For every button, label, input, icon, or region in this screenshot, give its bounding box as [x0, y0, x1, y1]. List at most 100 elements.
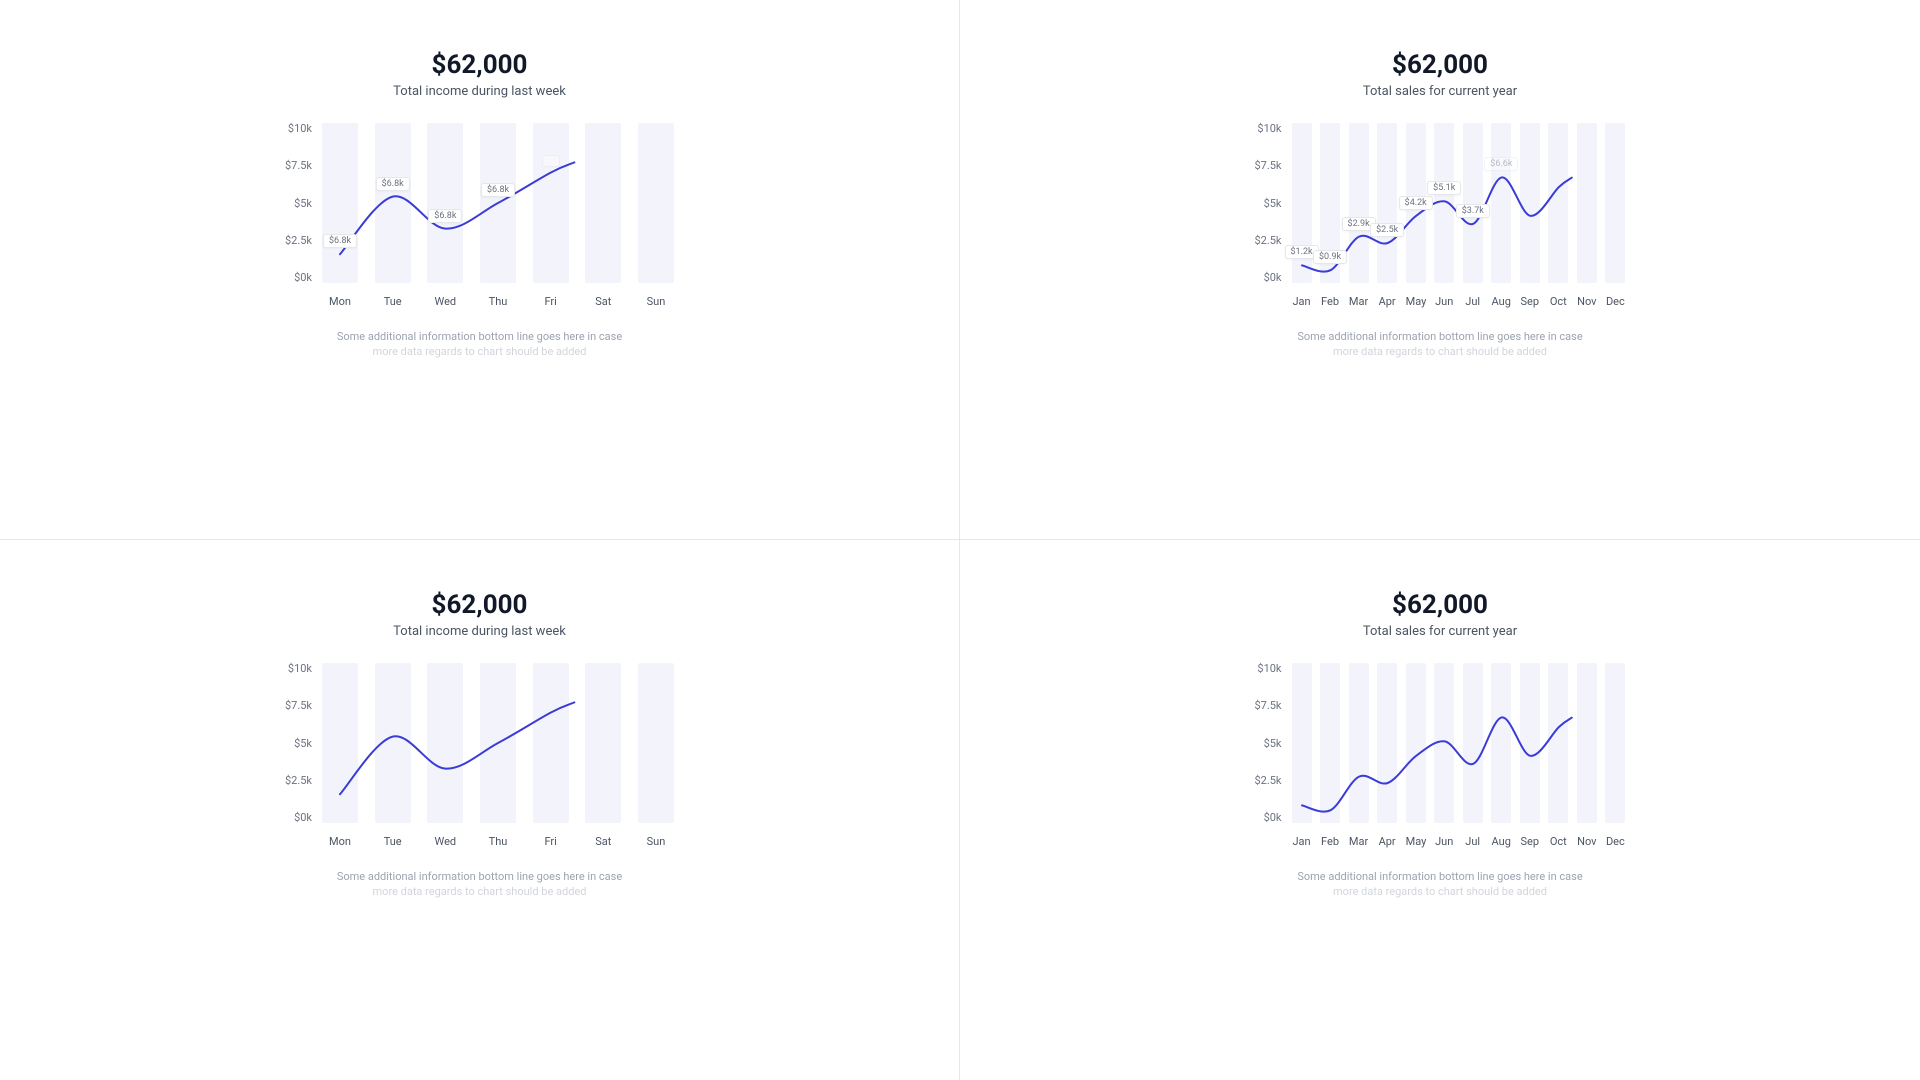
y-tick: $7.5k	[285, 700, 312, 711]
x-tick: Nov	[1577, 295, 1597, 308]
point-label: $6.8k	[323, 234, 357, 248]
x-tick: Mar	[1349, 835, 1369, 848]
x-tick: Jul	[1463, 835, 1483, 848]
x-tick: Jan	[1292, 295, 1312, 308]
x-tick: Feb	[1320, 835, 1340, 848]
y-tick: $0k	[294, 812, 312, 823]
point-labels	[322, 663, 674, 823]
x-tick: Apr	[1377, 295, 1397, 308]
caption: Some additional information bottom line …	[337, 870, 622, 898]
point-label: $4.2k	[1399, 196, 1433, 210]
y-tick: $5k	[1264, 738, 1282, 749]
caption-line-2: more data regards to chart should be add…	[337, 345, 622, 358]
y-tick: $10k	[288, 663, 312, 674]
point-label: $2.5k	[1370, 223, 1404, 237]
panel-subtitle: Total income during last week	[393, 624, 566, 639]
panel-title: $62,000	[1392, 590, 1488, 620]
y-tick: $2.5k	[285, 775, 312, 786]
point-label: $6.8k	[481, 183, 515, 197]
panel-title: $62,000	[432, 50, 528, 80]
x-tick: Jun	[1434, 295, 1454, 308]
caption-line-1: Some additional information bottom line …	[1297, 870, 1582, 883]
x-tick: Feb	[1320, 295, 1340, 308]
chart-wrap: $10k$7.5k$5k$2.5k$0k$1.2k$0.9k$2.9k$2.5k…	[1020, 123, 1860, 308]
x-tick: Oct	[1548, 295, 1568, 308]
caption-line-2: more data regards to chart should be add…	[1297, 885, 1582, 898]
x-tick: Jul	[1463, 295, 1483, 308]
plot-area: $6.8k$6.8k$6.8k$6.8k	[322, 123, 674, 283]
chart-wrap: $10k$7.5k$5k$2.5k$0kJanFebMarAprMayJunJu…	[1020, 663, 1860, 848]
y-tick: $10k	[288, 123, 312, 134]
x-axis: JanFebMarAprMayJunJulAugSepOctNovDec	[1292, 295, 1626, 308]
x-axis: MonTueWedThuFriSatSun	[322, 295, 674, 308]
x-tick: Sep	[1520, 295, 1540, 308]
panel-2: $62,000 Total income during last week $10k…	[0, 540, 960, 1080]
x-tick: Nov	[1577, 835, 1597, 848]
caption: Some additional information bottom line …	[1297, 870, 1582, 898]
x-tick: Dec	[1605, 295, 1625, 308]
panel-3: $62,000Total sales for current year$10k$…	[960, 540, 1920, 1080]
x-tick: Fri	[533, 835, 569, 848]
y-tick: $7.5k	[1254, 700, 1281, 711]
x-tick: Wed	[427, 295, 463, 308]
y-axis: $10k $7.5k $5k $2.5k $0k	[285, 663, 322, 823]
y-axis: $10k$7.5k$5k$2.5k$0k	[285, 123, 322, 283]
caption-line-2: more data regards to chart should be add…	[1297, 345, 1582, 358]
point-labels	[1292, 663, 1626, 823]
x-tick: Sat	[585, 835, 621, 848]
y-tick: $2.5k	[285, 235, 312, 246]
x-axis: JanFebMarAprMayJunJulAugSepOctNovDec	[1292, 835, 1626, 848]
x-tick: Aug	[1491, 295, 1511, 308]
caption-line-1: Some additional information bottom line …	[337, 870, 622, 883]
x-tick: Fri	[533, 295, 569, 308]
plot-area	[1292, 663, 1626, 823]
panel-subtitle: Total income during last week	[393, 84, 566, 99]
y-tick: $2.5k	[1254, 775, 1281, 786]
x-tick: Mon	[322, 295, 358, 308]
caption-line-2: more data regards to chart should be add…	[337, 885, 622, 898]
x-tick: Apr	[1377, 835, 1397, 848]
x-tick: Wed	[427, 835, 463, 848]
point-label-empty	[542, 155, 560, 167]
panel-grid: $62,000 Total income during last week $10k…	[0, 0, 1920, 1080]
panel-subtitle: Total sales for current year	[1363, 624, 1517, 639]
plot-area	[322, 663, 674, 823]
panel-title: $62,000	[432, 590, 528, 620]
y-tick: $7.5k	[285, 160, 312, 171]
x-tick: Sat	[585, 295, 621, 308]
x-tick: Sun	[638, 835, 674, 848]
plot-area: $1.2k$0.9k$2.9k$2.5k$4.2k$5.1k$3.7k$6.6k	[1292, 123, 1626, 283]
plot-column: $6.8k$6.8k$6.8k$6.8kMonTueWedThuFriSatSu…	[322, 123, 674, 308]
panel-subtitle: Total sales for current year	[1363, 84, 1517, 99]
point-labels: $1.2k$0.9k$2.9k$2.5k$4.2k$5.1k$3.7k$6.6k	[1292, 123, 1626, 283]
y-tick: $0k	[1264, 272, 1282, 283]
caption-line-1: Some additional information bottom line …	[1297, 330, 1582, 343]
x-tick: Mar	[1349, 295, 1369, 308]
x-tick: Tue	[375, 295, 411, 308]
y-axis: $10k$7.5k$5k$2.5k$0k	[1254, 663, 1291, 823]
plot-column: Mon Tue Wed Thu Fri Sat Sun	[322, 663, 674, 848]
x-tick: May	[1406, 835, 1426, 848]
caption-line-1: Some additional information bottom line …	[337, 330, 622, 343]
panel-title: $62,000	[1392, 50, 1488, 80]
x-tick: Aug	[1491, 835, 1511, 848]
x-tick: Sun	[638, 295, 674, 308]
caption: Some additional information bottom line …	[1297, 330, 1582, 358]
x-tick: Tue	[375, 835, 411, 848]
y-tick: $2.5k	[1254, 235, 1281, 246]
y-tick: $0k	[1264, 812, 1282, 823]
y-tick: $5k	[1264, 198, 1282, 209]
panel-0: $62,000 Total income during last week $10k…	[0, 0, 960, 540]
point-label: $0.9k	[1313, 250, 1347, 264]
x-tick: Jun	[1434, 835, 1454, 848]
y-tick: $0k	[294, 272, 312, 283]
point-labels: $6.8k$6.8k$6.8k$6.8k	[322, 123, 674, 283]
caption: Some additional information bottom line …	[337, 330, 622, 358]
plot-column: $1.2k$0.9k$2.9k$2.5k$4.2k$5.1k$3.7k$6.6k…	[1292, 123, 1626, 308]
x-tick: Thu	[480, 835, 516, 848]
x-tick: Sep	[1520, 835, 1540, 848]
chart-wrap: $10k$7.5k$5k$2.5k$0k$6.8k$6.8k$6.8k$6.8k…	[60, 123, 899, 308]
y-tick: $7.5k	[1254, 160, 1281, 171]
x-tick: Mon	[322, 835, 358, 848]
y-tick: $5k	[294, 738, 312, 749]
